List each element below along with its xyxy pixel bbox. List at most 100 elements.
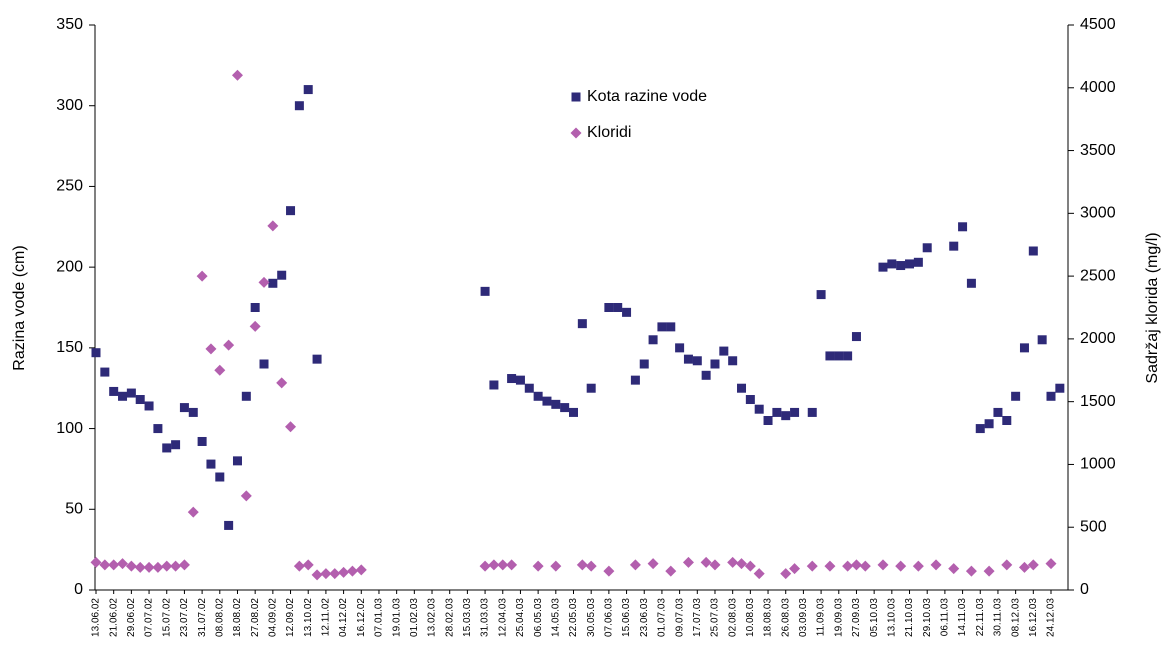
x-tick-label: 22.11.03: [975, 598, 986, 637]
point: [816, 290, 826, 300]
legend-marker: [570, 127, 582, 139]
point: [629, 559, 641, 571]
point: [965, 565, 977, 577]
point: [542, 396, 552, 406]
x-tick-label: 23.07.02: [179, 598, 190, 637]
point: [232, 456, 242, 466]
point: [286, 206, 296, 216]
point: [178, 559, 190, 571]
point: [666, 322, 676, 332]
point: [90, 556, 102, 568]
point: [745, 395, 755, 405]
point: [187, 506, 199, 518]
point: [1055, 383, 1065, 393]
point: [850, 559, 862, 571]
point: [161, 560, 173, 572]
point: [126, 388, 136, 398]
y2-tick-label: 1000: [1080, 456, 1116, 473]
x-tick-label: 01.02.03: [409, 598, 420, 637]
point: [744, 560, 756, 572]
point: [551, 399, 561, 409]
point: [710, 359, 720, 369]
point: [231, 69, 243, 81]
point: [346, 565, 358, 577]
point: [683, 354, 693, 364]
legend-label: Kloridi: [587, 124, 631, 141]
point: [1019, 343, 1029, 353]
x-tick-label: 16.12.03: [1028, 598, 1039, 637]
point: [851, 332, 861, 342]
point: [647, 558, 659, 570]
x-tick-label: 17.07.03: [692, 598, 703, 637]
x-tick-label: 21.06.02: [108, 598, 119, 637]
y2-tick-label: 500: [1080, 518, 1107, 535]
point: [604, 303, 614, 312]
point: [125, 560, 137, 572]
point: [984, 419, 994, 429]
point: [329, 568, 341, 580]
x-tick-label: 18.08.03: [763, 598, 774, 637]
point: [267, 220, 279, 232]
point: [1037, 335, 1047, 345]
x-tick-label: 24.12.03: [1046, 598, 1057, 637]
point: [507, 374, 517, 384]
y2-tick-label: 1500: [1080, 393, 1116, 410]
x-tick-label: 07.06.03: [604, 598, 615, 637]
y-tick-label: 250: [56, 178, 83, 195]
point: [506, 559, 518, 571]
point: [896, 261, 906, 271]
y-tick-label: 350: [56, 16, 83, 33]
x-tick-label: 07.07.02: [144, 598, 155, 637]
point: [1001, 559, 1013, 571]
x-tick-label: 27.09.03: [851, 598, 862, 637]
x-tick-label: 08.08.02: [214, 598, 225, 637]
x-tick-label: 19.01.03: [391, 598, 402, 637]
point: [737, 383, 747, 393]
point: [807, 407, 817, 417]
point: [1046, 391, 1056, 401]
point: [630, 375, 640, 385]
point: [639, 359, 649, 369]
point: [780, 568, 792, 580]
point: [709, 559, 721, 571]
point: [338, 566, 350, 578]
point: [665, 565, 677, 577]
point: [613, 303, 623, 312]
x-tick-label: 05.10.03: [869, 598, 880, 637]
y2-tick-label: 2000: [1080, 330, 1116, 347]
point: [250, 303, 260, 312]
point: [224, 520, 234, 530]
y-axis-title: Razina vode (cm): [11, 245, 28, 370]
point: [215, 472, 225, 482]
point: [153, 424, 163, 434]
x-tick-label: 22.05.03: [568, 598, 579, 637]
x-tick-label: 25.07.03: [710, 598, 721, 637]
y2-tick-label: 4500: [1080, 16, 1116, 33]
x-tick-label: 12.04.03: [497, 598, 508, 637]
y2-axis-title: Sadržaj klorida (mg/l): [1144, 232, 1161, 383]
point: [312, 354, 322, 364]
point: [206, 459, 216, 469]
point: [196, 270, 208, 282]
legend-marker: [571, 92, 581, 102]
point: [763, 416, 773, 425]
x-tick-label: 04.12.02: [338, 598, 349, 637]
point: [488, 559, 500, 571]
x-tick-label: 12.09.02: [285, 598, 296, 637]
point: [789, 563, 801, 575]
point: [1011, 391, 1021, 401]
point: [727, 556, 739, 568]
x-tick-label: 18.08.02: [232, 598, 243, 637]
x-tick-label: 19.09.03: [833, 598, 844, 637]
point: [754, 404, 764, 414]
point: [303, 85, 313, 95]
x-tick-label: 13.02.03: [427, 598, 438, 637]
x-tick-label: 06.05.03: [533, 598, 544, 637]
x-tick-label: 28.02.03: [444, 598, 455, 637]
point: [648, 335, 658, 345]
point: [152, 561, 164, 573]
point: [905, 259, 915, 269]
point: [171, 440, 181, 450]
point: [532, 560, 544, 572]
x-tick-label: 13.06.02: [91, 598, 102, 637]
